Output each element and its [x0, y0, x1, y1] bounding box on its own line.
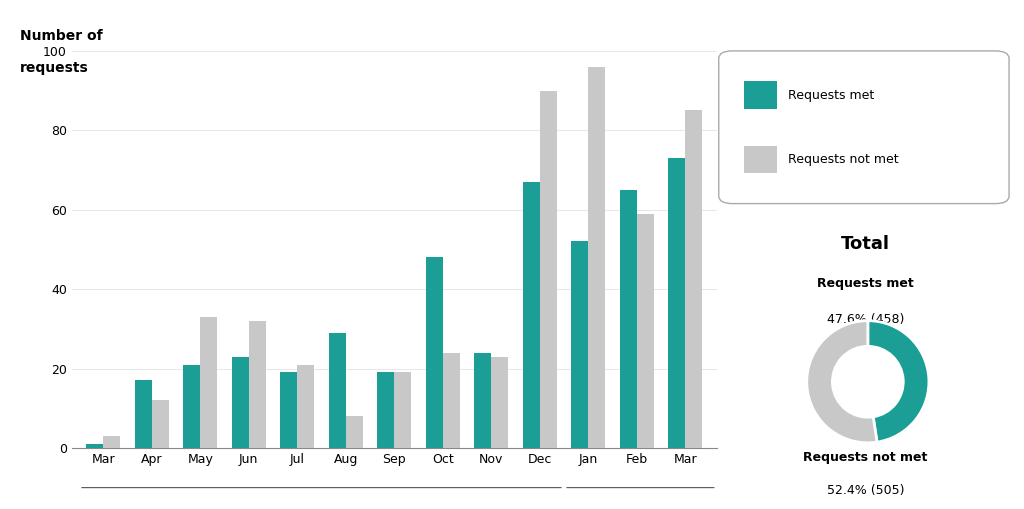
Text: Requests not met: Requests not met: [803, 450, 928, 464]
Bar: [588, 67, 605, 448]
Text: Number of: Number of: [20, 29, 102, 43]
Bar: [346, 416, 362, 448]
Text: 52.4% (505): 52.4% (505): [826, 484, 904, 497]
Wedge shape: [867, 321, 929, 442]
Wedge shape: [807, 321, 877, 443]
Bar: [540, 91, 557, 448]
Bar: [152, 400, 169, 448]
Bar: [620, 190, 637, 448]
Bar: [183, 364, 201, 448]
Bar: [329, 333, 346, 448]
Bar: [442, 353, 460, 448]
Bar: [685, 110, 702, 448]
Bar: [669, 158, 685, 448]
Text: Total: Total: [841, 235, 890, 253]
Bar: [103, 436, 120, 448]
Bar: [523, 182, 540, 448]
Bar: [571, 241, 588, 448]
Bar: [426, 258, 442, 448]
Bar: [281, 373, 297, 448]
Text: Requests met: Requests met: [817, 276, 913, 290]
Bar: [231, 357, 249, 448]
Text: requests: requests: [20, 61, 89, 75]
Bar: [637, 214, 653, 448]
Bar: [249, 321, 265, 448]
Bar: [377, 373, 394, 448]
FancyBboxPatch shape: [719, 51, 1009, 204]
Bar: [743, 81, 777, 109]
Bar: [86, 444, 103, 448]
Bar: [201, 317, 217, 448]
Bar: [297, 364, 314, 448]
Bar: [394, 373, 412, 448]
Text: 47.6% (458): 47.6% (458): [826, 313, 904, 326]
Bar: [743, 146, 777, 173]
Bar: [474, 353, 492, 448]
Text: Requests not met: Requests not met: [787, 153, 898, 166]
Bar: [135, 380, 152, 448]
Bar: [492, 357, 508, 448]
Text: Requests met: Requests met: [787, 89, 874, 102]
